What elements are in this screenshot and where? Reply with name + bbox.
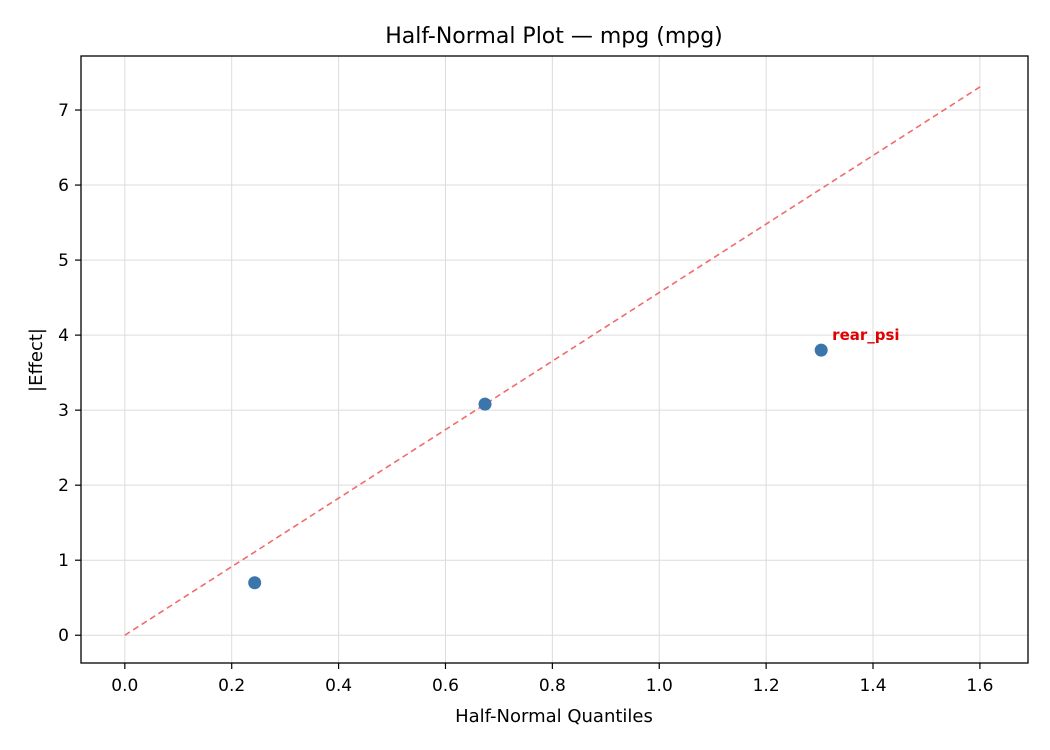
y-tick-label: 3: [58, 401, 69, 421]
plot-frame: [80, 55, 1029, 664]
reference-line: [124, 84, 984, 636]
reference-line-layer: [124, 84, 984, 636]
x-axis-label: Half-Normal Quantiles: [455, 706, 653, 727]
y-tick-label: 1: [58, 551, 69, 571]
grid-lines: [81, 56, 1028, 663]
y-tick-label: 5: [58, 251, 69, 271]
x-tick-label: 0.8: [539, 676, 566, 696]
x-axis-ticks: 0.0 0.2 0.4 0.6 0.8 1.0 1.2 1.4 1.6: [111, 663, 993, 696]
data-points: [248, 343, 828, 590]
point-annotation-label: rear_psi: [832, 326, 899, 344]
y-tick-label: 6: [58, 176, 69, 196]
data-point: [478, 397, 492, 411]
x-tick-label: 1.2: [753, 676, 780, 696]
data-point: [248, 576, 262, 590]
y-tick-label: 4: [58, 326, 69, 346]
y-tick-label: 7: [58, 101, 69, 121]
data-point: [814, 343, 828, 357]
y-tick-label: 0: [58, 626, 69, 646]
x-tick-label: 1.6: [966, 676, 993, 696]
x-tick-label: 0.6: [432, 676, 459, 696]
x-tick-label: 1.0: [646, 676, 673, 696]
y-axis-label: |Effect|: [26, 328, 47, 392]
chart-title: Half-Normal Plot — mpg (mpg): [385, 24, 723, 49]
x-tick-label: 0.0: [111, 676, 138, 696]
annotations: rear_psi: [832, 326, 899, 344]
x-tick-label: 0.4: [325, 676, 352, 696]
y-axis-ticks: 0 1 2 3 4 5 6 7: [58, 101, 81, 646]
x-tick-label: 0.2: [218, 676, 245, 696]
x-tick-label: 1.4: [859, 676, 886, 696]
y-tick-label: 2: [58, 476, 69, 496]
